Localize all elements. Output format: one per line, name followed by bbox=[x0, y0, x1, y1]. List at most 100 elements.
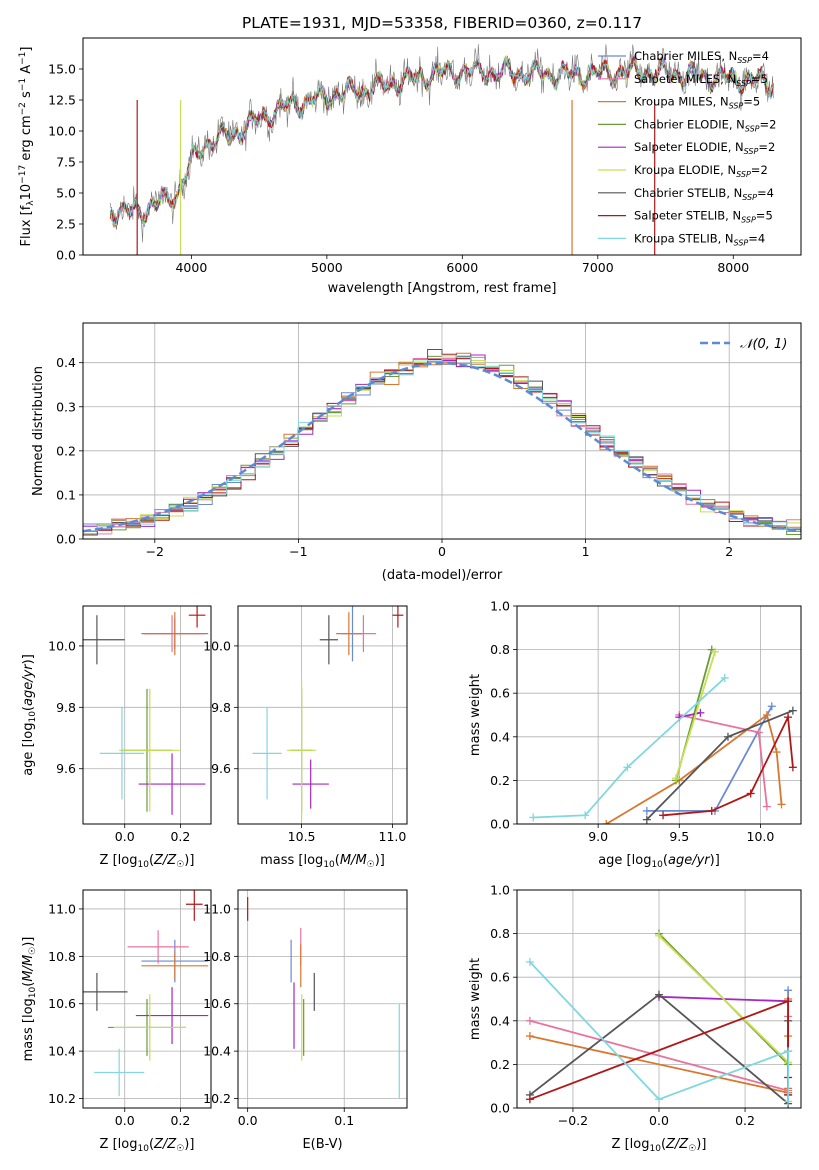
panels: 4000 5000 6000 7000 80000.02.55.07.510.012.5… bbox=[18, 37, 802, 1154]
weight-point-marker bbox=[529, 813, 538, 822]
y-tick-label: 0.4 bbox=[56, 355, 76, 370]
weight-point-marker bbox=[642, 806, 651, 815]
legend: Chabrier MILES, NSSP=4 Salpeter MILES, NS… bbox=[598, 49, 776, 247]
x-tick-label: 0.2 bbox=[170, 1113, 190, 1128]
weight-point-marker bbox=[707, 806, 716, 815]
weight-point-marker bbox=[784, 1047, 793, 1056]
tick-labels: 4000 5000 6000 7000 8000 0.0 2.5 5.0 7.5 10.0 12.5… bbox=[48, 62, 749, 276]
weight-point-marker bbox=[525, 957, 534, 966]
x-tick-label: 0.1 bbox=[334, 1113, 354, 1128]
weight-point-marker bbox=[623, 763, 632, 772]
legend-label: Kroupa STELIB, NSSP=4 bbox=[634, 231, 765, 247]
axes-frame bbox=[516, 889, 802, 1109]
y-tick-label: 1.0 bbox=[490, 599, 510, 614]
tick-labels: 9.0 9.5 10.0 0.0 0.2 0.4 0.6 0.8 1.0 bbox=[490, 599, 774, 845]
legend-label: Chabrier ELODIE, NSSP=2 bbox=[634, 117, 776, 133]
legend-model: Kroupa STELIB bbox=[634, 231, 718, 245]
x-axis-label: mass [log10(M/M☉)] bbox=[260, 853, 385, 870]
legend-nssp: 4 bbox=[762, 49, 769, 63]
y-axis-label: Flux [fλ10−17 erg cm−2 s−1 A−1] bbox=[18, 47, 36, 247]
y-tick-label: 10.0 bbox=[203, 638, 231, 653]
chart-mass-vs-ebv: 0.0 0.1 10.2 10.4 10.6 10.8 11.0 E(B-V) bbox=[203, 889, 408, 1152]
x-axis-label: Z [log10(Z/Z☉)] bbox=[612, 1137, 707, 1154]
gaussian-curve bbox=[82, 361, 802, 533]
y-tick-label: 1.0 bbox=[490, 883, 510, 898]
legend-nssp: 5 bbox=[753, 95, 760, 109]
legend-model: Kroupa ELODIE bbox=[634, 163, 720, 177]
y-tick-label: 2.5 bbox=[56, 217, 76, 232]
tick-labels: 0.0 0.1 10.2 10.4 10.6 10.8 11.0 bbox=[203, 901, 354, 1128]
weight-point-marker bbox=[696, 708, 705, 717]
errorbar-point bbox=[83, 972, 128, 1011]
tick-labels: 0.0 0.2 10.2 10.4 10.6 10.8 11.0 bbox=[48, 901, 190, 1128]
y-axis-label: mass weight bbox=[468, 674, 483, 756]
legend-label: Chabrier MILES, NSSP=4 bbox=[634, 49, 769, 65]
weight-point-marker bbox=[762, 802, 771, 811]
weight-point-marker bbox=[655, 931, 663, 940]
y-tick-label: 10.0 bbox=[48, 638, 76, 653]
chart-weight-vs-metallicity: −0.2 0.0 0.2 0.0 0.2 0.4 0.6 0.8 1.0 Z [log10(Z/Z… bbox=[468, 883, 802, 1154]
legend-nssp: 4 bbox=[758, 231, 765, 245]
y-tick-label: 10.8 bbox=[203, 949, 231, 964]
errorbar-point bbox=[319, 615, 338, 665]
y-tick-label: 10.8 bbox=[48, 949, 76, 964]
weight-point-marker bbox=[672, 774, 681, 783]
weight-point-marker bbox=[581, 811, 590, 820]
axes-frame bbox=[82, 322, 802, 540]
legend-nssp: 5 bbox=[765, 209, 772, 223]
weight-point-marker bbox=[784, 986, 793, 995]
errorbar-point bbox=[392, 606, 404, 628]
errorbar-point bbox=[113, 994, 186, 1061]
axes-frame bbox=[82, 605, 212, 825]
legend-nssp: 2 bbox=[760, 163, 767, 177]
weight-series-line bbox=[533, 677, 726, 819]
weight-series-line bbox=[529, 961, 789, 1102]
y-tick-label: 0.2 bbox=[490, 773, 510, 788]
y-axis-label: Normed distribution bbox=[31, 366, 46, 496]
y-tick-label: 0.8 bbox=[490, 926, 510, 941]
axes-frame bbox=[82, 37, 802, 256]
x-axis-label: Z [log10(Z/Z☉)] bbox=[100, 1137, 195, 1154]
legend-nssp: 5 bbox=[760, 72, 767, 86]
errorbar-point bbox=[292, 759, 329, 809]
weight-point-marker bbox=[784, 713, 793, 722]
y-tick-label: 12.5 bbox=[48, 93, 76, 108]
x-tick-label: 10.5 bbox=[288, 829, 316, 844]
y-tick-label: 9.8 bbox=[56, 700, 76, 715]
errorbar-point bbox=[252, 707, 282, 800]
x-tick-label: 9.5 bbox=[669, 829, 689, 844]
legend-nssp: 2 bbox=[768, 140, 775, 154]
x-tick-label: 0.2 bbox=[170, 829, 190, 844]
x-axis-label: E(B-V) bbox=[302, 1137, 342, 1152]
x-tick-label: 4000 bbox=[175, 260, 207, 275]
y-axis-label: age [log10(age/yr)] bbox=[21, 654, 38, 776]
y-axis-label: mass [log10(M/M☉)] bbox=[21, 937, 38, 1062]
legend-model: Salpeter STELIB bbox=[634, 209, 725, 223]
y-tick-label: 9.6 bbox=[56, 761, 76, 776]
weight-point-marker bbox=[659, 811, 668, 820]
y-tick-label: 0.4 bbox=[490, 729, 510, 744]
errorbar-point bbox=[336, 612, 362, 656]
weight-series-line bbox=[663, 713, 794, 817]
legend-nssp: 2 bbox=[769, 117, 776, 131]
chart-age-vs-metallicity: 0.0 0.2 9.6 9.8 10.0 Z [log10(Z/Z☉)] age [log1… bbox=[21, 605, 212, 870]
x-tick-label: −2 bbox=[146, 544, 164, 559]
x-tick-label: 0.0 bbox=[115, 829, 135, 844]
y-tick-label: 0.0 bbox=[56, 248, 76, 263]
y-tick-label: 0.0 bbox=[490, 1101, 510, 1116]
x-tick-label: 9.0 bbox=[588, 829, 608, 844]
y-tick-label: 11.0 bbox=[48, 901, 76, 916]
x-tick-label: −1 bbox=[289, 544, 307, 559]
x-tick-label: −0.2 bbox=[558, 1113, 588, 1128]
legend-model: Kroupa MILES bbox=[634, 95, 713, 109]
grid-lines bbox=[238, 606, 407, 824]
axes-frame bbox=[82, 889, 212, 1109]
chart-age-vs-mass: 10.5 11.0 9.6 9.8 10.0 mass [log10(M/M☉)] bbox=[203, 605, 408, 870]
x-tick-label: 0.0 bbox=[238, 1113, 258, 1128]
axes-frame bbox=[237, 889, 408, 1109]
errorbar-point bbox=[188, 606, 206, 628]
x-tick-label: 1 bbox=[582, 544, 590, 559]
tick-labels: −0.2 0.0 0.2 0.0 0.2 0.4 0.6 0.8 1.0 bbox=[490, 883, 755, 1129]
weight-point-marker bbox=[525, 1016, 534, 1025]
